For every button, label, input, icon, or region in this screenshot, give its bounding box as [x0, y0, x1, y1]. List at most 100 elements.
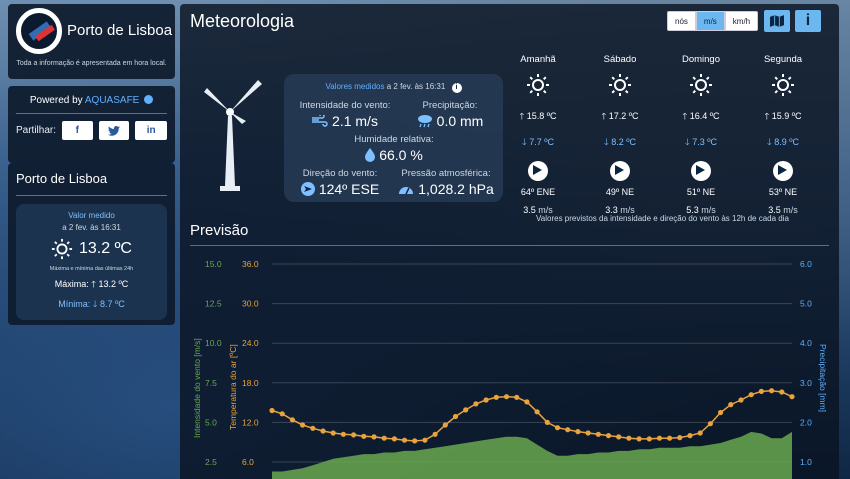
temp-point	[636, 436, 642, 442]
forecast-min-value: 8.9 ºC	[774, 137, 799, 147]
temp-point	[269, 407, 275, 414]
forecast-day-name: Sábado	[603, 54, 637, 65]
info-icon[interactable]: i	[451, 83, 462, 93]
temp-tick-label: 24.0	[242, 338, 259, 348]
wind-direction-icon	[691, 161, 711, 181]
wind-turbine-icon	[204, 80, 262, 191]
precip-tick-label: 2.0	[800, 417, 812, 427]
map-button[interactable]	[764, 10, 790, 32]
forecast-max: 🡑 17.2 ºC	[580, 109, 660, 125]
linkedin-share-button[interactable]: in	[135, 121, 168, 140]
forecast-wind-speed: 3.5 m/s	[743, 205, 823, 215]
temp-point	[534, 409, 540, 415]
minmax-note: Máxima e mínima das últimas 24h	[49, 266, 134, 272]
humidity-value: 66.0 %	[379, 147, 423, 163]
brand-card: Porto de Lisboa Toda a informação é apre…	[8, 4, 175, 79]
max-value: 13.2 ºC	[98, 279, 129, 289]
arrow-up-icon: 🡑	[519, 111, 525, 121]
temp-point	[575, 429, 581, 435]
forecast-day: Amanhã 🡑 15.8 ºC 🡓 7.7 ºC 64º ENE 3.5 m/s	[498, 54, 578, 215]
precip-tick-label: 1.0	[800, 457, 812, 467]
min-temperature: Mínima: 🡓 8.7 ºC	[20, 297, 163, 313]
divider	[16, 113, 167, 114]
wind-tick-label: 7.5	[205, 378, 217, 388]
precip-tick-label: 5.0	[800, 299, 812, 309]
observed-header: Valores medidos a 2 fev. às 16:31 i	[284, 82, 503, 93]
temp-point	[748, 392, 754, 398]
min-value: 8.7 ºC	[99, 299, 125, 309]
forecast-min: 🡓 8.2 ºC	[580, 135, 660, 151]
gauge-icon	[399, 187, 414, 195]
precip-tick-label: 4.0	[800, 338, 812, 348]
aquasafe-link[interactable]: AQUASAFE	[84, 95, 140, 106]
temp-point	[432, 431, 438, 437]
arrow-down-icon: 🡓	[684, 137, 690, 147]
wind-direction-label: Direção do vento:	[302, 168, 378, 179]
forecast-wind-speed: 3.3 m/s	[580, 205, 660, 215]
twitter-share-button[interactable]	[98, 121, 130, 140]
wind-series-area	[272, 431, 792, 479]
temp-point	[422, 437, 428, 443]
precip-tick-label: 6.0	[800, 259, 812, 269]
measured-label: Valor medido	[68, 211, 115, 220]
wind-speed: Intensidade do vento: 2.1 m/s	[290, 100, 400, 129]
arrow-up-icon: 🡑	[682, 111, 688, 121]
forecast-day: Domingo 🡑 16.4 ºC 🡓 7.3 ºC 51º NE 5.3 m/s	[661, 54, 741, 215]
arrow-up-icon: 🡑	[91, 279, 96, 289]
unit-kmh-button[interactable]: km/h	[724, 11, 759, 31]
temp-point	[738, 397, 744, 403]
forecast-wind-direction: 64º ENE	[520, 187, 556, 197]
forecast-min-value: 7.3 ºC	[692, 137, 717, 147]
forecast-min: 🡓 7.7 ºC	[498, 135, 578, 151]
humidity: Humidade relativa: 66.0 %	[324, 134, 464, 163]
temp-series-line	[271, 389, 793, 442]
divider	[190, 245, 829, 246]
max-label: Máxima:	[54, 279, 89, 289]
temp-point	[452, 413, 459, 420]
unit-switch: nós m/s km/h	[667, 11, 759, 31]
temp-point	[412, 438, 418, 444]
temp-point	[330, 430, 336, 436]
temp-point	[595, 431, 601, 437]
share-row: Partilhar: f in	[16, 121, 168, 140]
temp-point	[289, 417, 295, 423]
unit-knots-button[interactable]: nós	[667, 11, 696, 31]
info-icon: i	[805, 12, 811, 29]
pressure-value: 1,028.2 hPa	[418, 181, 494, 197]
wind-direction-icon	[610, 161, 630, 181]
wind-tick-label: 10.0	[205, 338, 222, 348]
facebook-share-button[interactable]: f	[62, 121, 93, 140]
divider	[16, 195, 167, 196]
temp-point	[626, 435, 632, 441]
forecast-min: 🡓 7.3 ºC	[661, 135, 741, 151]
left-sidebar: Porto de Lisboa Toda a informação é apre…	[8, 4, 175, 325]
measured-box: Valor medido a 2 fev. às 16:31 13.2 ºC M…	[16, 204, 167, 320]
temp-point	[616, 434, 622, 440]
temp-point	[473, 401, 479, 407]
arrow-up-icon: 🡑	[764, 111, 770, 121]
temp-point	[463, 407, 469, 413]
arrow-down-icon: 🡓	[766, 137, 772, 147]
page-title: Meteorologia	[190, 11, 295, 31]
compass-arrow-icon	[300, 182, 315, 196]
temp-point	[493, 394, 499, 400]
observed-date: a 2 fev. às 16:31	[386, 82, 446, 91]
wind-direction-icon	[528, 161, 548, 181]
forecast-note: Valores previstos da intensidade e direç…	[536, 214, 789, 223]
port-logo-icon[interactable]	[16, 8, 62, 54]
observed-values-box: Valores medidos a 2 fev. às 16:31 i Inte…	[284, 74, 503, 202]
pressure-label: Pressão atmosférica:	[401, 168, 491, 179]
unit-ms-button[interactable]: m/s	[695, 11, 725, 31]
station-title: Porto de Lisboa	[16, 171, 108, 186]
sun-icon	[690, 74, 712, 96]
temp-point	[667, 435, 673, 441]
precip-tick-label: 3.0	[800, 378, 812, 388]
temp-point	[758, 388, 765, 394]
powered-by-label: Powered by	[29, 95, 83, 106]
temp-tick-label: 36.0	[242, 259, 259, 269]
powered-by-card: Powered by AQUASAFE Partilhar: f in	[8, 86, 175, 163]
forecast-wind-speed-value: 3.5	[768, 205, 781, 215]
twitter-icon	[108, 125, 121, 136]
temp-point	[728, 402, 734, 408]
info-button[interactable]: i	[795, 10, 821, 32]
